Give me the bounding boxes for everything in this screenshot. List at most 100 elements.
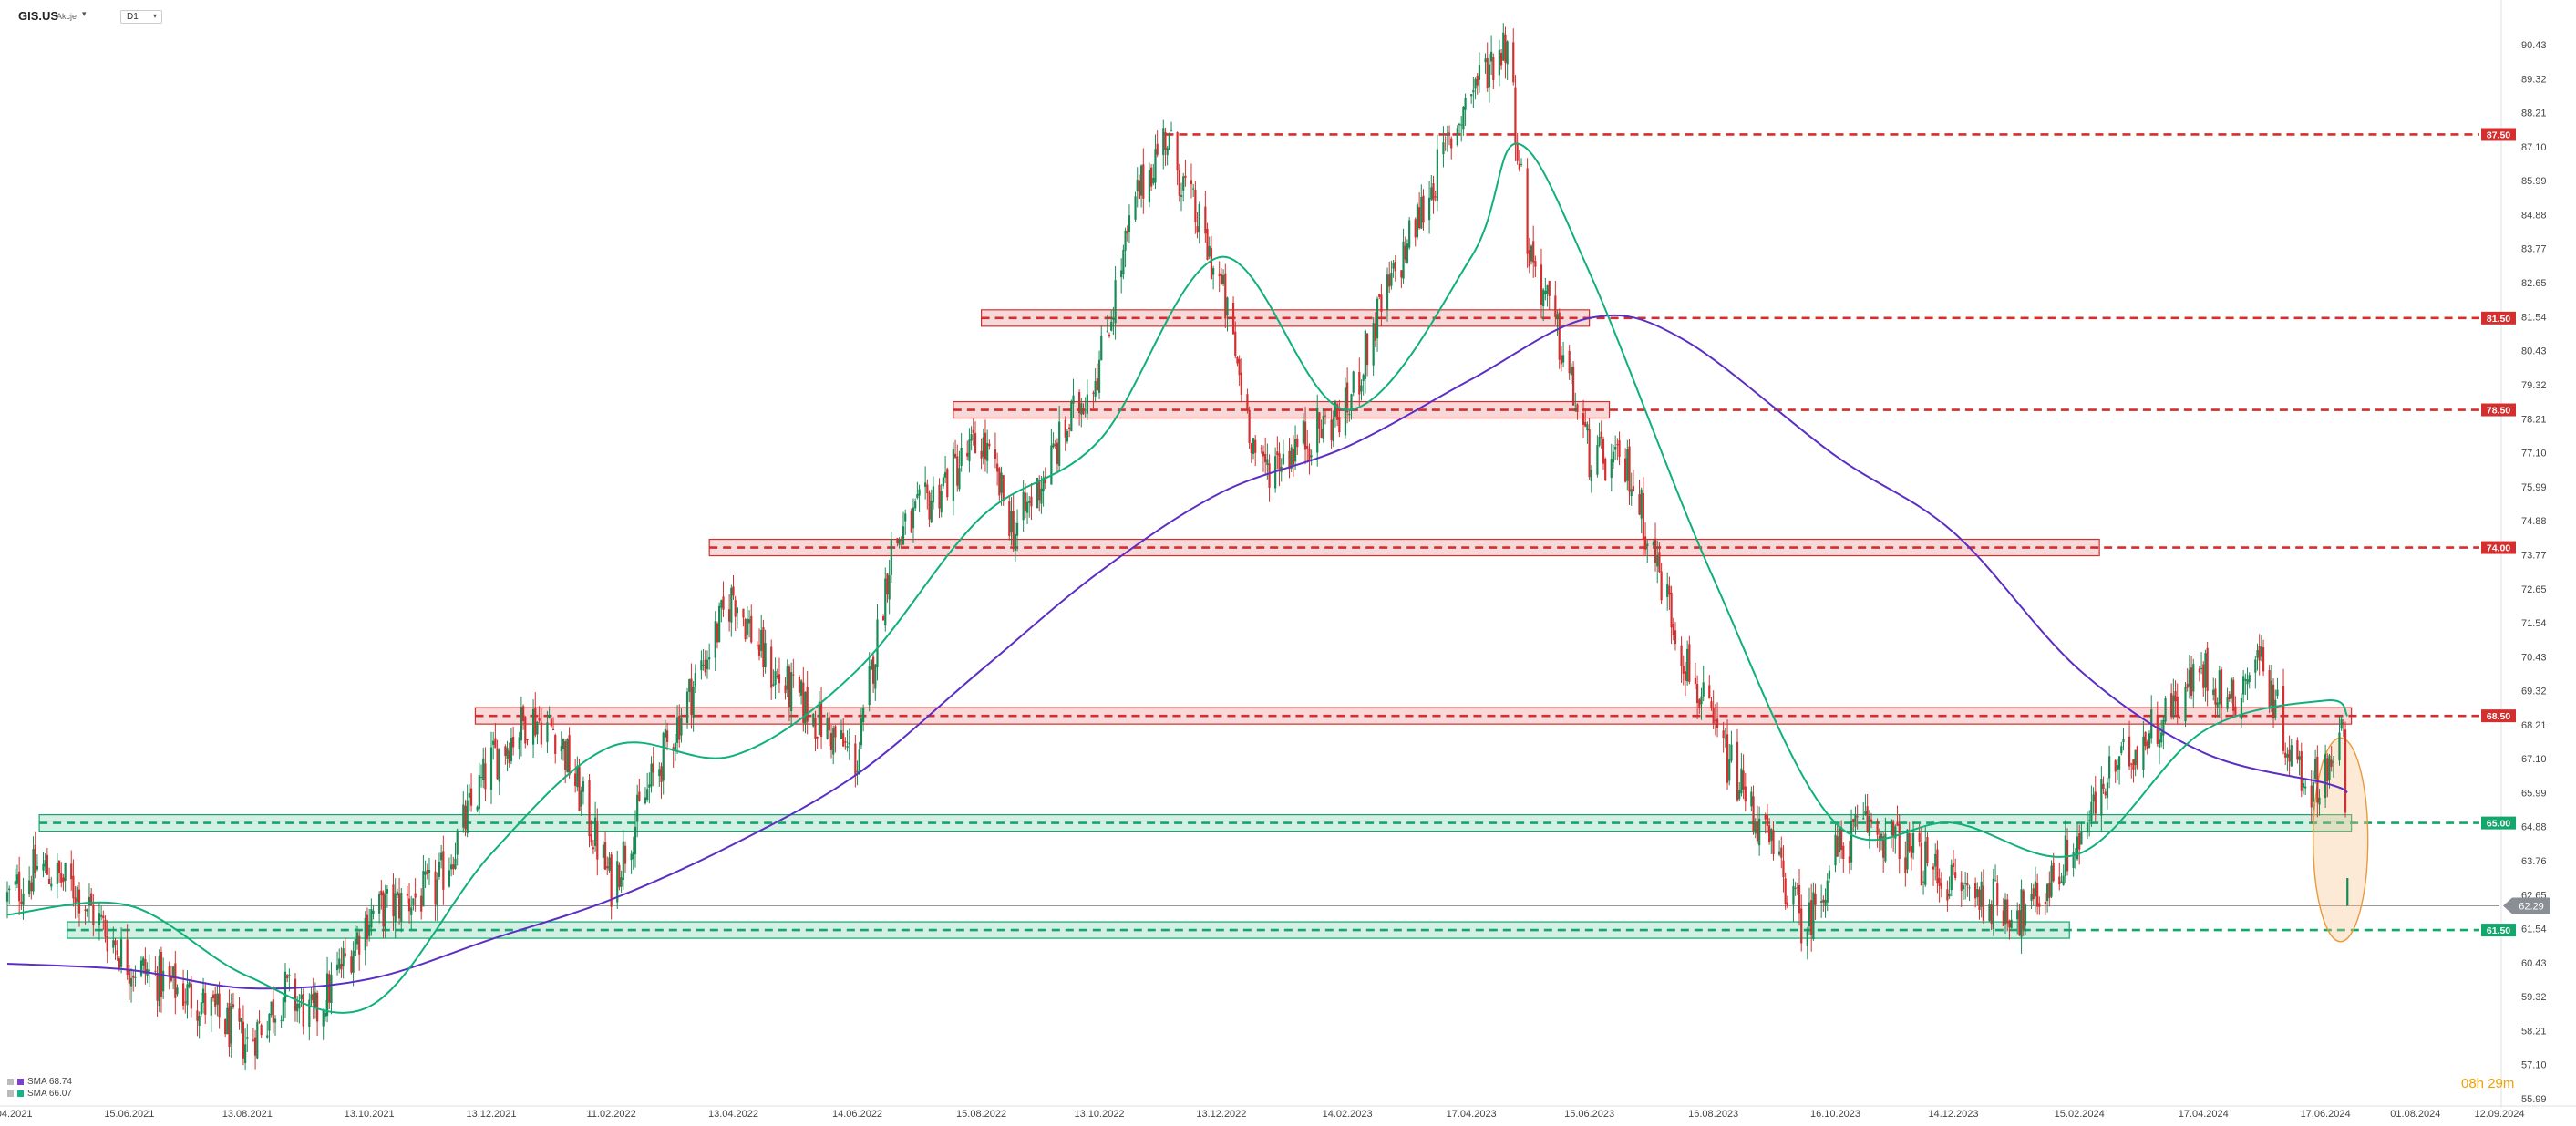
candle-body — [2256, 650, 2259, 658]
candle-body — [806, 687, 809, 722]
candle-body — [2088, 820, 2091, 821]
candle-body — [482, 758, 485, 780]
candle-body — [2302, 783, 2305, 788]
candle-body — [846, 746, 849, 748]
candle-body — [1499, 52, 1503, 66]
candle-body — [1544, 290, 1547, 294]
x-tick-label: 16.10.2023 — [1810, 1109, 1860, 1120]
candle-body — [442, 851, 445, 890]
candle-body — [355, 932, 359, 945]
candle-body — [1714, 719, 1716, 721]
indicator-legend-slow[interactable]: SMA 68.74 — [7, 1077, 72, 1087]
candle-body — [664, 728, 666, 738]
candle-body — [2062, 875, 2065, 885]
candle-body — [2090, 801, 2093, 821]
candle-body — [1562, 355, 1565, 363]
candle-body — [196, 1010, 199, 1021]
candle-body — [1162, 128, 1165, 156]
eye-icon[interactable] — [7, 1090, 14, 1097]
candle-body — [720, 600, 723, 608]
candle-body — [456, 830, 459, 855]
candle-body — [268, 1014, 271, 1031]
candle-body — [2234, 706, 2237, 717]
candle-body — [1324, 415, 1327, 417]
candle-body — [818, 701, 820, 736]
interval-select[interactable]: D1 ▾ — [120, 10, 162, 24]
candle-body — [1518, 163, 1520, 170]
candle-body — [1506, 41, 1509, 65]
candle-body — [1231, 302, 1235, 335]
candle-body — [958, 468, 961, 490]
candle-body — [2006, 899, 2009, 924]
y-tick-label: 80.43 — [2521, 346, 2547, 357]
candle-body — [1808, 902, 1811, 927]
candle-body — [286, 975, 289, 978]
candle-body — [1434, 196, 1437, 198]
candle-body — [1008, 501, 1011, 536]
candle-body — [2328, 755, 2331, 780]
candle-body — [1754, 823, 1757, 834]
candle-body — [1780, 847, 1783, 858]
candle-body — [2072, 852, 2075, 868]
indicator-legend-fast[interactable]: SMA 66.07 — [7, 1089, 72, 1099]
candle-body — [1514, 87, 1517, 145]
candle-body — [594, 817, 597, 846]
y-tick-label: 77.10 — [2521, 449, 2547, 460]
candle-body — [1234, 331, 1237, 356]
candle-body — [2108, 756, 2111, 779]
candle-body — [1954, 872, 1957, 878]
candle-body — [1154, 149, 1157, 183]
candle-body — [86, 908, 88, 912]
x-tick-label: 15.08.2022 — [956, 1109, 1006, 1120]
candle-body — [1752, 796, 1755, 832]
candle-body — [1156, 143, 1159, 155]
symbol-label[interactable]: GIS.US — [18, 9, 59, 23]
candle-body — [736, 607, 738, 614]
candle-body — [1826, 880, 1829, 903]
candle-body — [1066, 431, 1069, 442]
candle-body — [918, 489, 921, 496]
candle-body — [2134, 749, 2137, 766]
candle-body — [1710, 701, 1713, 708]
candle-body — [1120, 270, 1123, 278]
candle-body — [1276, 451, 1279, 456]
candle-body — [744, 619, 747, 640]
candle-body — [2192, 664, 2195, 692]
candle-body — [1582, 413, 1585, 425]
candle-body — [310, 994, 313, 1000]
candle-body — [1736, 741, 1739, 801]
candle-body — [479, 777, 483, 779]
y-tick-label: 59.32 — [2521, 992, 2547, 1003]
candle-body — [1427, 197, 1431, 221]
candle-body — [1388, 274, 1391, 287]
eye-icon[interactable] — [7, 1078, 14, 1085]
candle-body — [881, 616, 885, 621]
candle-body — [392, 884, 395, 917]
candle-countdown: 08h 29m — [2461, 1076, 2515, 1091]
candle-body — [1934, 853, 1937, 867]
candle-body — [92, 904, 95, 925]
candle-body — [622, 841, 624, 880]
symbol-dropdown-icon[interactable]: ▾ — [82, 9, 87, 18]
candle-body — [508, 750, 510, 764]
candle-body — [382, 892, 385, 927]
candle-body — [452, 864, 455, 870]
candle-body — [2262, 647, 2265, 672]
candle-body — [762, 627, 765, 668]
candle-body — [1474, 79, 1477, 89]
candle-body — [1948, 893, 1951, 897]
candle-body — [1406, 243, 1409, 263]
candle-body — [2338, 732, 2341, 761]
candle-body — [1352, 371, 1355, 393]
candle-body — [1436, 149, 1438, 201]
candle-body — [1196, 226, 1199, 233]
candle-body — [658, 769, 661, 777]
candle-body — [1054, 444, 1056, 446]
highlight-ellipse — [2312, 737, 2369, 943]
candle-body — [350, 956, 353, 973]
candle-body — [819, 702, 823, 738]
candle-body — [128, 970, 130, 984]
candle-body — [370, 909, 373, 928]
level-tag-label: 68.50 — [2487, 711, 2510, 722]
